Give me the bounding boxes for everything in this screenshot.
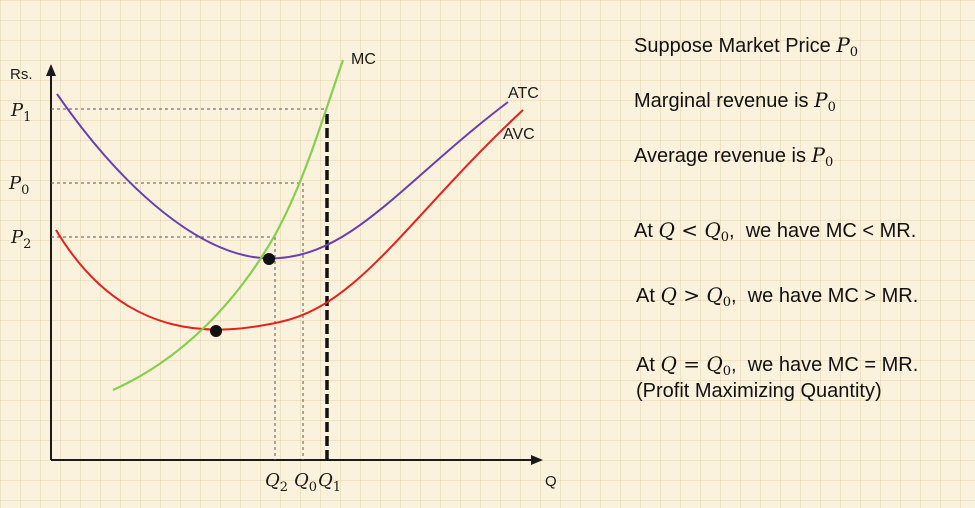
avc-label: AVC (503, 126, 535, 143)
cost-curves-diagram: Rs. Q MC ATC AVC P1 P0 P2 Q2 Q0 Q1 (8, 51, 557, 495)
atc-label: ATC (508, 85, 539, 102)
condition-greater-than-line: At Q > Q0, we have MC > MR. (636, 283, 919, 310)
quantity-label-q2: Q2 (265, 470, 288, 495)
x-axis-label: Q (545, 473, 557, 490)
x-axis-arrow (531, 455, 543, 465)
marginal-revenue-line: Marginal revenue is P0 (634, 88, 836, 115)
quantity-label-q0: Q0 (294, 470, 317, 495)
price-label-p1: P1 (10, 100, 31, 125)
market-price-line: Suppose Market Price P0 (634, 33, 859, 60)
profit-maximizing-note: (Profit Maximizing Quantity) (636, 380, 882, 402)
average-revenue-line: Average revenue is P0 (634, 143, 834, 170)
avc-curve (55, 109, 524, 331)
guide-lines (51, 108, 327, 460)
mc-avc-minimum-point (210, 325, 222, 337)
condition-equal-line: At Q = Q0, we have MC = MR. (636, 352, 919, 379)
mc-curve (112, 59, 345, 392)
mc-atc-minimum-point (263, 253, 275, 265)
y-axis-arrow (46, 64, 56, 76)
price-label-p0: P0 (8, 173, 29, 198)
price-label-p2: P2 (10, 227, 31, 252)
condition-less-than-line: At Q < Q0, we have MC < MR. (634, 218, 917, 245)
atc-curve (56, 93, 509, 260)
mc-label: MC (351, 51, 376, 68)
quantity-label-q1: Q1 (318, 470, 341, 495)
y-axis-label: Rs. (10, 66, 33, 83)
